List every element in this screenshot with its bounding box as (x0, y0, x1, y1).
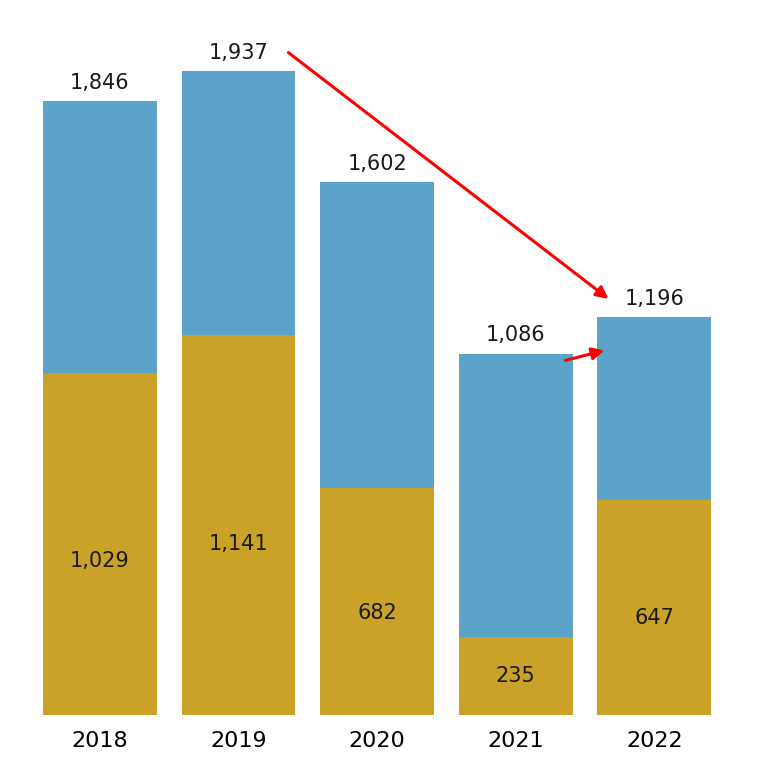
Bar (598, 317, 711, 715)
Bar (320, 182, 434, 715)
Text: 1,937: 1,937 (209, 42, 268, 62)
Text: 1,086: 1,086 (486, 326, 545, 346)
Text: 235: 235 (496, 666, 535, 686)
Text: 647: 647 (634, 608, 674, 628)
Bar (458, 637, 572, 715)
Bar (43, 372, 157, 715)
Bar (598, 500, 711, 715)
Text: 1,196: 1,196 (624, 289, 684, 309)
Text: 1,029: 1,029 (70, 551, 130, 571)
Bar (181, 336, 295, 715)
Bar (320, 488, 434, 715)
Text: 1,846: 1,846 (70, 73, 130, 93)
Bar (181, 71, 295, 715)
Text: 1,602: 1,602 (347, 154, 407, 174)
Text: 1,141: 1,141 (209, 534, 268, 554)
Bar (458, 354, 572, 715)
Text: 682: 682 (357, 603, 397, 623)
Bar (43, 101, 157, 715)
